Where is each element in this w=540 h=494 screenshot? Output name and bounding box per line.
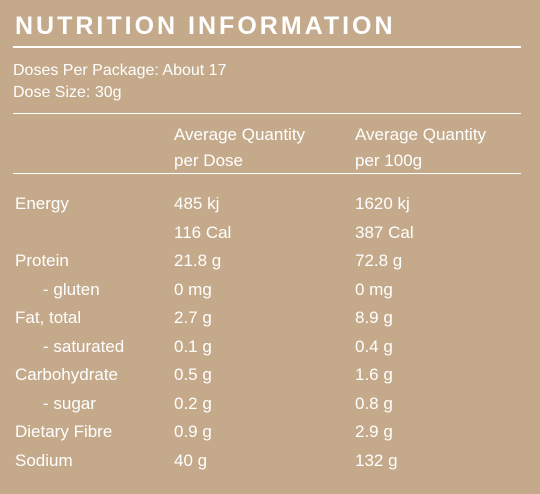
column-header-line: per 100g	[355, 151, 423, 170]
per-100g-value: 1620 kj	[355, 194, 410, 213]
table-row: Energy 485 kj 1620 kj	[13, 190, 521, 219]
table-row: Carbohydrate 0.5 g 1.6 g	[13, 361, 521, 390]
column-header-line: Average Quantity	[355, 125, 487, 144]
per-dose-value: 116 Cal	[174, 222, 232, 242]
header-divider	[13, 173, 521, 174]
per-dose-value: 0.2 g	[174, 393, 212, 413]
nutrition-rows: Energy 485 kj 1620 kj 116 Cal 387 Cal Pr…	[13, 190, 521, 475]
per-dose-value: 21.8 g	[174, 251, 222, 270]
per-100g-value: 0.8 g	[355, 393, 393, 413]
table-row: Sodium 40 g 132 g	[13, 447, 521, 476]
nutrient-label: Fat, total	[15, 308, 82, 327]
per-100g-value: 72.8 g	[355, 251, 403, 270]
title-divider	[13, 46, 521, 48]
per-dose-value: 2.7 g	[174, 308, 212, 327]
per-dose-value: 0.5 g	[174, 365, 212, 384]
nutrient-label: Dietary Fibre	[15, 422, 113, 441]
per-100g-value: 8.9 g	[355, 308, 393, 327]
dose-size: Dose Size: 30g	[13, 84, 122, 101]
per-100g-value: 1.6 g	[355, 365, 393, 384]
nutrient-label: Protein	[15, 251, 69, 270]
nutrient-label: - saturated	[43, 336, 125, 356]
per-100g-value: 2.9 g	[355, 422, 393, 441]
per-100g-value: 132 g	[355, 450, 398, 470]
table-row: Protein 21.8 g 72.8 g	[13, 247, 521, 276]
column-header-per-dose: Average Quantity per Dose	[174, 122, 305, 174]
nutrition-panel: NUTRITION INFORMATION Doses Per Package:…	[13, 0, 521, 494]
nutrient-label: Carbohydrate	[15, 365, 119, 384]
per-dose-value: 0.9 g	[174, 422, 212, 441]
column-header-line: per Dose	[174, 151, 243, 170]
doses-per-package: Doses Per Package: About 17	[13, 62, 227, 79]
table-row: 116 Cal 387 Cal	[13, 219, 521, 248]
table-row: - sugar 0.2 g 0.8 g	[13, 390, 521, 419]
per-100g-value: 0.4 g	[355, 336, 393, 356]
nutrient-label: Energy	[15, 194, 69, 213]
per-dose-value: 0.1 g	[174, 336, 212, 356]
nutrient-label: Sodium	[15, 450, 73, 470]
panel-title: NUTRITION INFORMATION	[15, 12, 396, 40]
per-100g-value: 0 mg	[355, 279, 393, 299]
table-row: - saturated 0.1 g 0.4 g	[13, 333, 521, 362]
nutrient-label: - gluten	[43, 279, 100, 299]
column-header-per-100g: Average Quantity per 100g	[355, 122, 486, 174]
per-dose-value: 0 mg	[174, 279, 212, 299]
meta-divider	[13, 113, 521, 114]
per-100g-value: 387 Cal	[355, 222, 414, 242]
nutrient-label: - sugar	[43, 393, 96, 413]
per-dose-value: 485 kj	[174, 194, 220, 213]
column-header-line: Average Quantity	[174, 125, 306, 144]
table-row: Dietary Fibre 0.9 g 2.9 g	[13, 418, 521, 447]
per-dose-value: 40 g	[174, 450, 208, 470]
table-row: - gluten 0 mg 0 mg	[13, 276, 521, 305]
table-row: Fat, total 2.7 g 8.9 g	[13, 304, 521, 333]
